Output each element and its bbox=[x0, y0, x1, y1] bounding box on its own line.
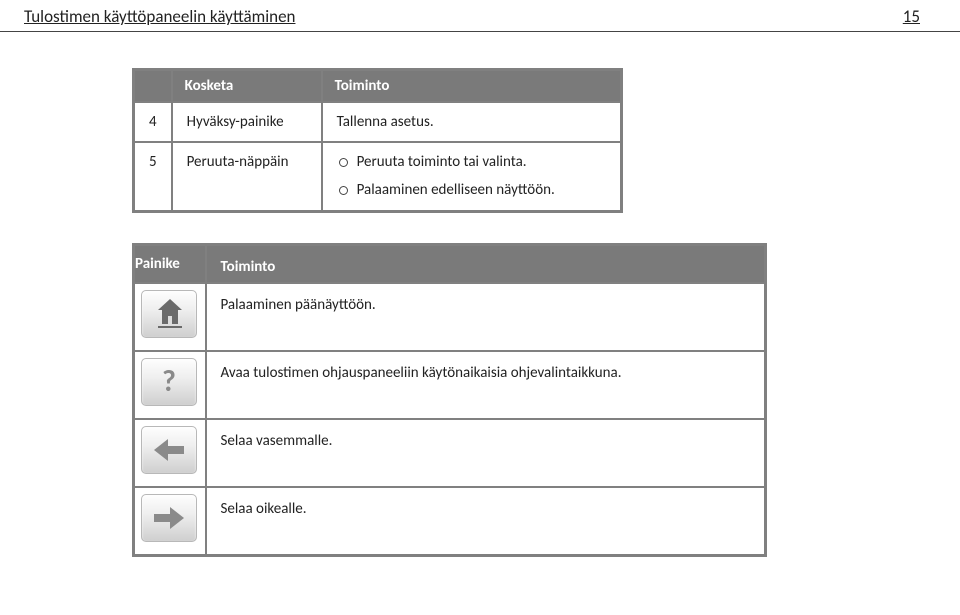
table-row: ? Avaa tulostimen ohjauspaneeliin käytön… bbox=[134, 351, 766, 419]
help-icon: ? bbox=[141, 358, 197, 406]
row-desc: Palaaminen päänäyttöön. bbox=[206, 283, 766, 351]
table-row: 4 Hyväksy-painike Tallenna asetus. bbox=[134, 102, 622, 142]
row-desc: Selaa oikealle. bbox=[206, 487, 766, 555]
bullet-list: Peruuta toiminto tai valinta. Palaaminen… bbox=[337, 153, 607, 200]
home-icon bbox=[141, 290, 197, 338]
icon-cell bbox=[134, 487, 206, 555]
bullet-item: Peruuta toiminto tai valinta. bbox=[337, 153, 607, 173]
row-number: 4 bbox=[134, 102, 172, 142]
header-title: Tulostimen käyttöpaneelin käyttäminen bbox=[24, 6, 295, 27]
icon-cell: ? bbox=[134, 351, 206, 419]
row-desc: Peruuta toiminto tai valinta. Palaaminen… bbox=[322, 142, 622, 212]
row-desc: Selaa vasemmalle. bbox=[206, 419, 766, 487]
row-desc: Tallenna asetus. bbox=[322, 102, 622, 142]
row-number: 5 bbox=[134, 142, 172, 212]
header-page-number: 15 bbox=[903, 6, 920, 27]
touch-table: Kosketa Toiminto 4 Hyväksy-painike Talle… bbox=[132, 68, 623, 213]
table-row: Palaaminen päänäyttöön. bbox=[134, 283, 766, 351]
icon-cell bbox=[134, 283, 206, 351]
table-row: 5 Peruuta-näppäin Peruuta toiminto tai v… bbox=[134, 142, 622, 212]
button-table: Painike Toiminto Palaaminen päänäyttöön.… bbox=[132, 243, 767, 557]
content-area: Kosketa Toiminto 4 Hyväksy-painike Talle… bbox=[0, 68, 960, 557]
touch-table-header-kosketa: Kosketa bbox=[172, 70, 322, 103]
touch-table-header-toiminto: Toiminto bbox=[322, 70, 622, 103]
row-key: Peruuta-näppäin bbox=[172, 142, 322, 212]
table-row: Selaa oikealle. bbox=[134, 487, 766, 555]
button-table-header-toiminto: Toiminto bbox=[206, 245, 766, 284]
bullet-item: Palaaminen edelliseen näyttöön. bbox=[337, 181, 607, 201]
touch-table-corner bbox=[134, 70, 172, 103]
page-header: Tulostimen käyttöpaneelin käyttäminen 15 bbox=[0, 0, 960, 32]
icon-cell bbox=[134, 419, 206, 487]
row-desc: Avaa tulostimen ohjauspaneeliin käytönai… bbox=[206, 351, 766, 419]
arrow-left-icon bbox=[141, 426, 197, 474]
arrow-right-icon bbox=[141, 494, 197, 542]
row-key: Hyväksy-painike bbox=[172, 102, 322, 142]
button-table-header-painike: Painike bbox=[134, 245, 206, 284]
table-row: Selaa vasemmalle. bbox=[134, 419, 766, 487]
